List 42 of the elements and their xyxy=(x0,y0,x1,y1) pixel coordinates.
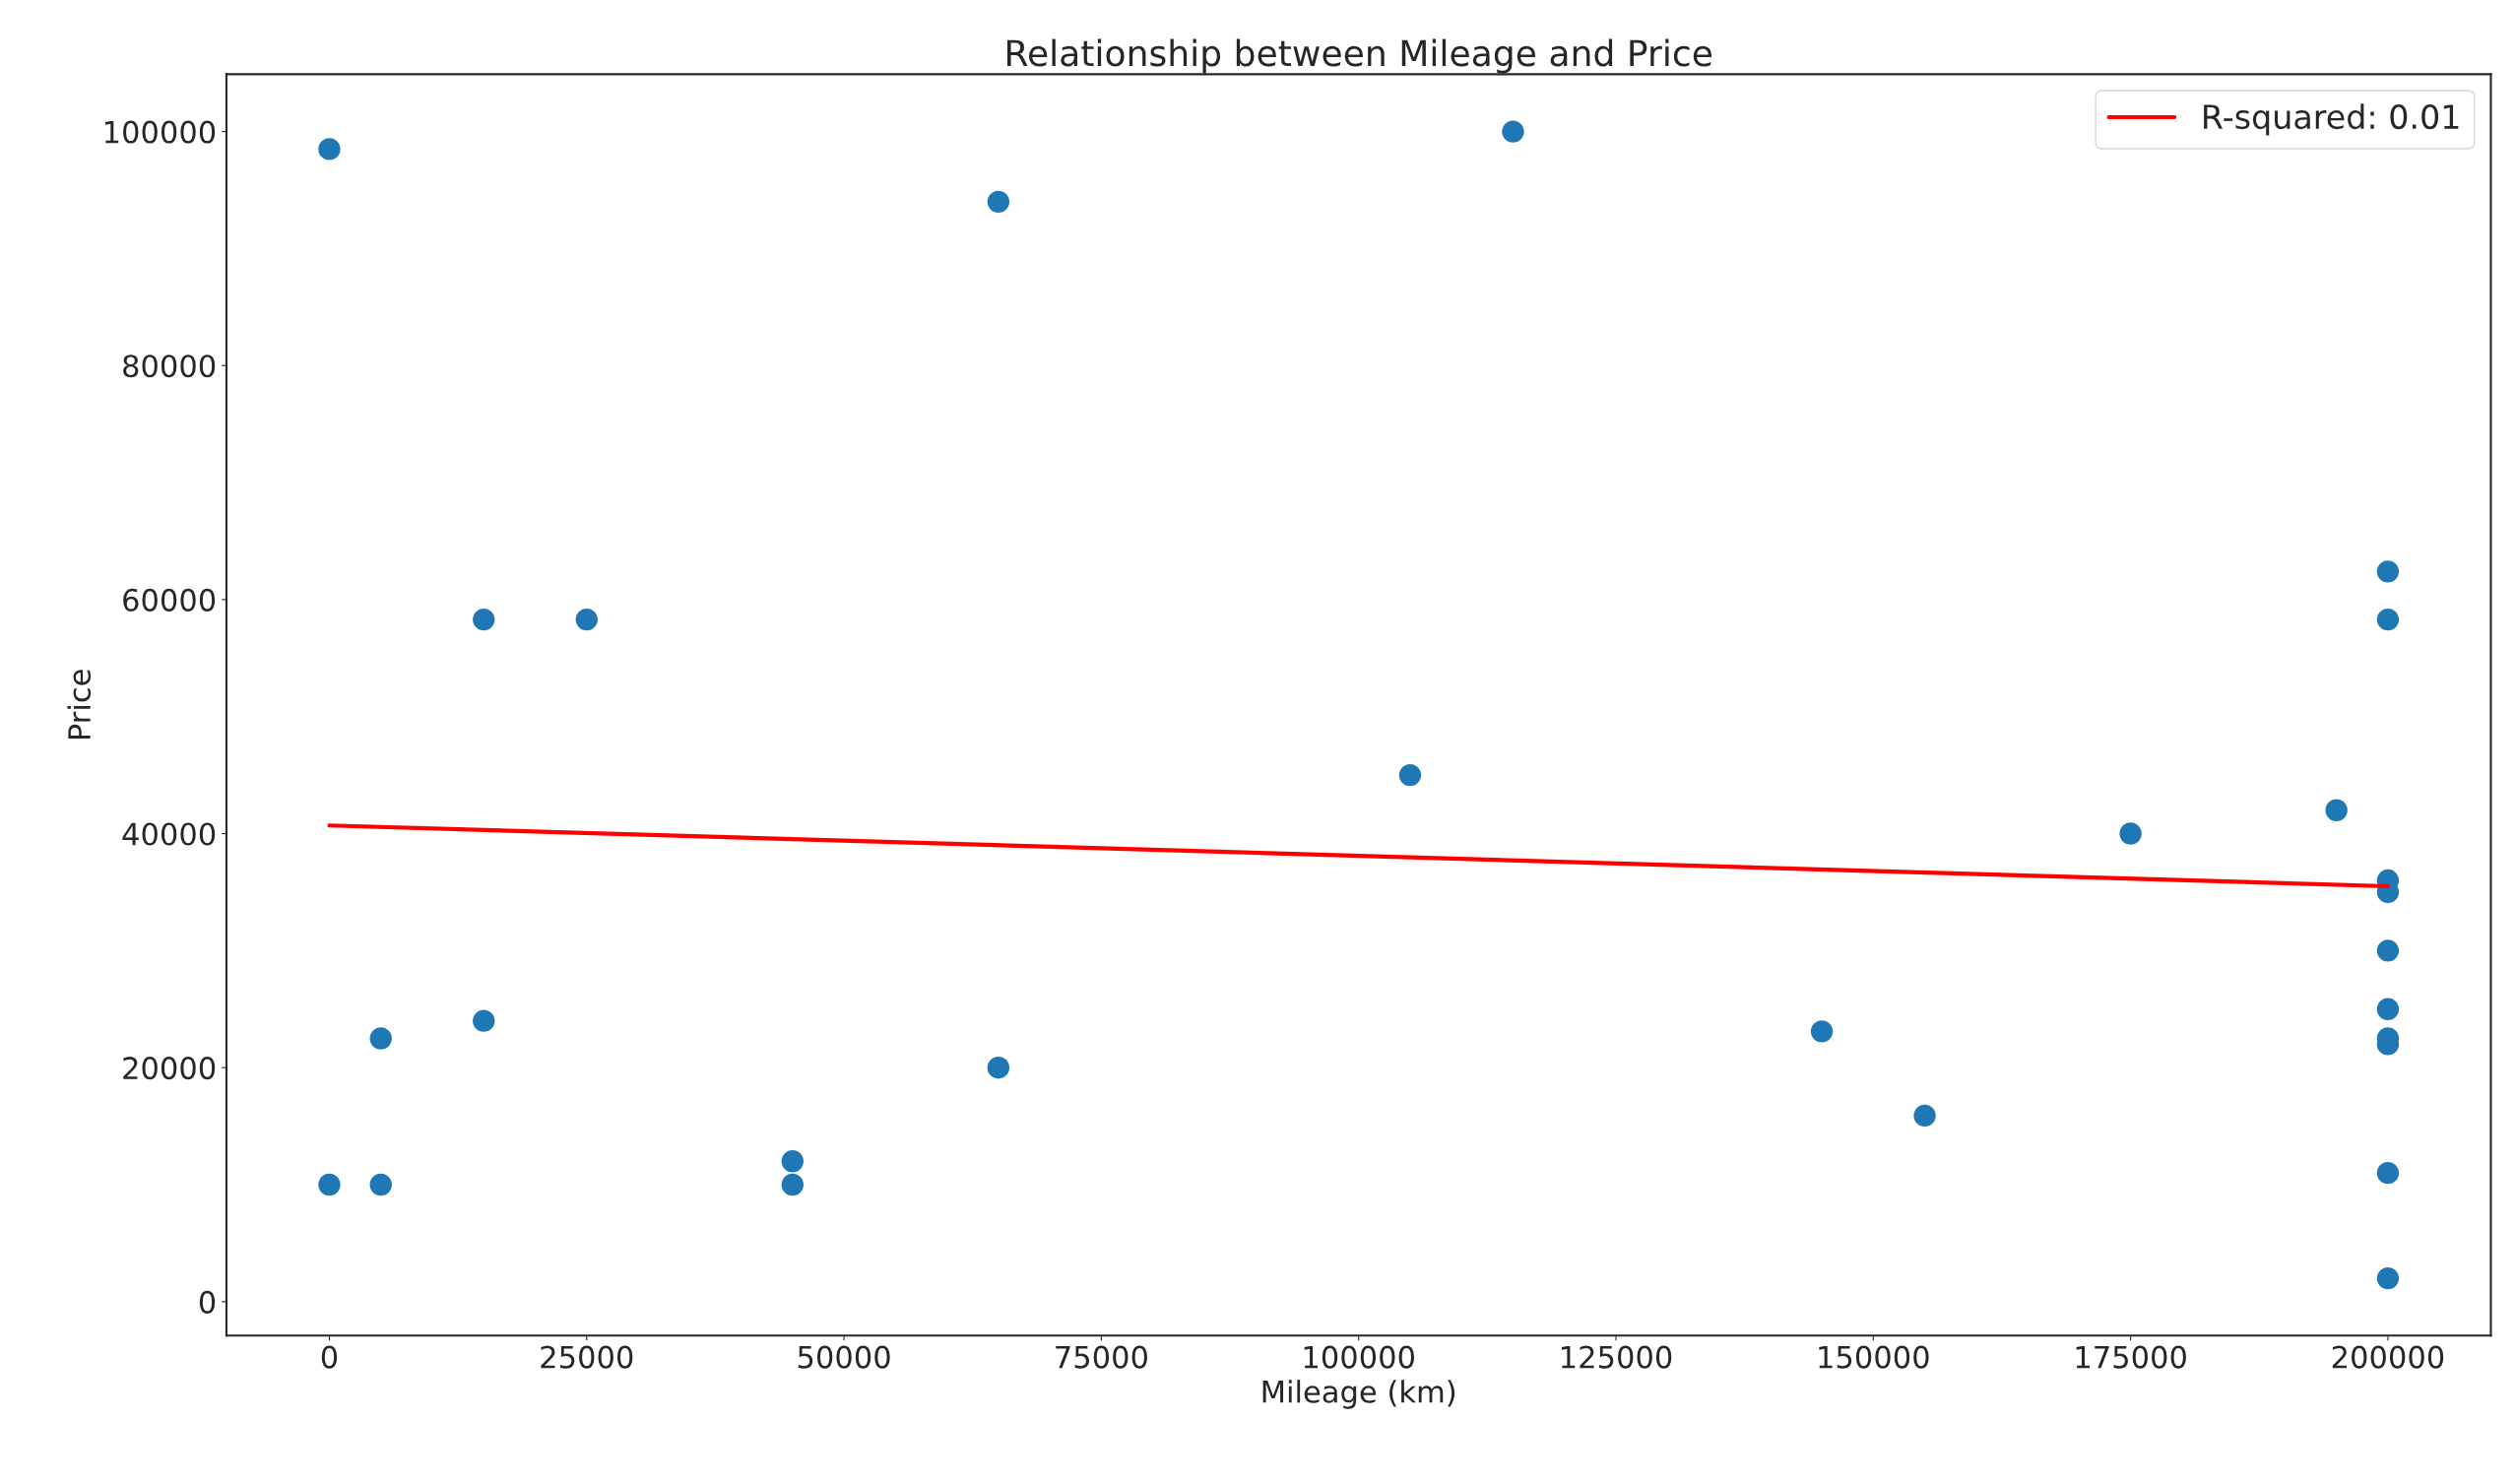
point xyxy=(2376,1266,2400,1290)
y-tick-label: 40000 xyxy=(122,822,216,846)
point xyxy=(987,1056,1010,1079)
x-tick-label: 200000 xyxy=(2332,1345,2444,1369)
point xyxy=(987,190,1010,214)
point xyxy=(781,1150,805,1173)
point xyxy=(473,1009,495,1032)
point xyxy=(2376,608,2400,631)
y-tick-label: 0 xyxy=(199,1290,216,1314)
point xyxy=(2376,1161,2400,1185)
y-tick-label: 80000 xyxy=(123,355,216,378)
point xyxy=(1913,1104,1936,1128)
y-axis-title: Price xyxy=(67,670,92,740)
y-tick-label: 100000 xyxy=(104,120,216,144)
point xyxy=(781,1173,805,1196)
chart-title: Relationship between Mileage and Price xyxy=(1007,38,1712,74)
point xyxy=(473,608,495,631)
x-tick-label: 100000 xyxy=(1304,1345,1414,1369)
y-tick-label: 20000 xyxy=(123,1057,216,1080)
x-tick-label: 150000 xyxy=(1819,1345,1929,1369)
point xyxy=(318,138,341,161)
x-axis-title: Mileage (km) xyxy=(1262,1380,1455,1409)
point xyxy=(1398,763,1422,787)
x-tick-label: 75000 xyxy=(1056,1345,1147,1369)
point xyxy=(369,1027,392,1050)
x-tick-label: 25000 xyxy=(541,1345,633,1369)
y-tick-label: 60000 xyxy=(123,588,216,612)
point xyxy=(2376,939,2400,962)
x-tick-label: 125000 xyxy=(1562,1345,1672,1369)
legend-label: R-squared: 0.01 xyxy=(2204,103,2459,136)
point xyxy=(1810,1020,1834,1043)
point xyxy=(369,1173,392,1196)
x-tick-label: 0 xyxy=(321,1345,338,1369)
point xyxy=(2325,799,2348,821)
point xyxy=(2376,560,2400,583)
point xyxy=(318,1173,341,1196)
x-tick-label: 175000 xyxy=(2076,1345,2186,1369)
point xyxy=(2376,998,2400,1020)
point xyxy=(2119,822,2142,845)
point xyxy=(575,608,598,631)
x-tick-label: 50000 xyxy=(798,1345,890,1369)
point xyxy=(1502,120,1524,143)
